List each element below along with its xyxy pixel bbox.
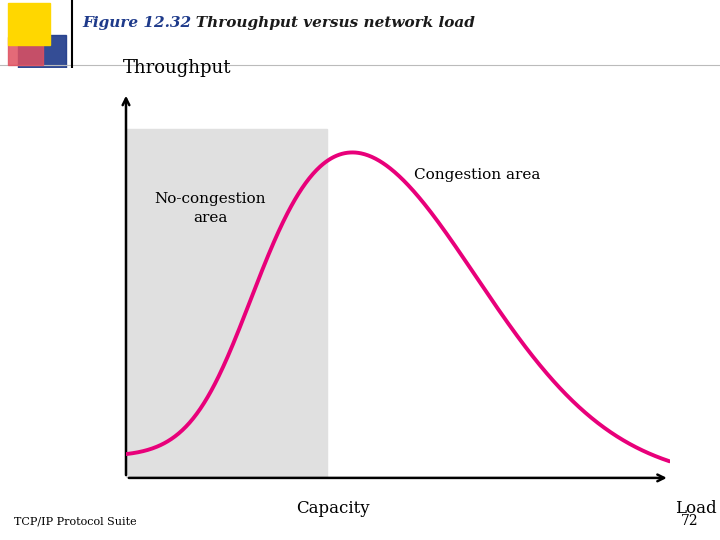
Text: Load: Load (675, 500, 716, 517)
Text: TCP/IP Protocol Suite: TCP/IP Protocol Suite (14, 516, 137, 526)
Bar (126, 129, 327, 478)
Text: No-congestion
area: No-congestion area (155, 192, 266, 225)
Text: Figure 12.32: Figure 12.32 (82, 16, 191, 30)
Text: Throughput: Throughput (123, 59, 232, 77)
Bar (18, 35, 66, 68)
Text: 72: 72 (681, 514, 698, 528)
Bar (8, 3, 50, 45)
Bar (8, 37, 43, 65)
Text: Capacity: Capacity (296, 500, 369, 517)
Text: Congestion area: Congestion area (414, 168, 541, 183)
Text: Throughput versus network load: Throughput versus network load (180, 16, 475, 30)
